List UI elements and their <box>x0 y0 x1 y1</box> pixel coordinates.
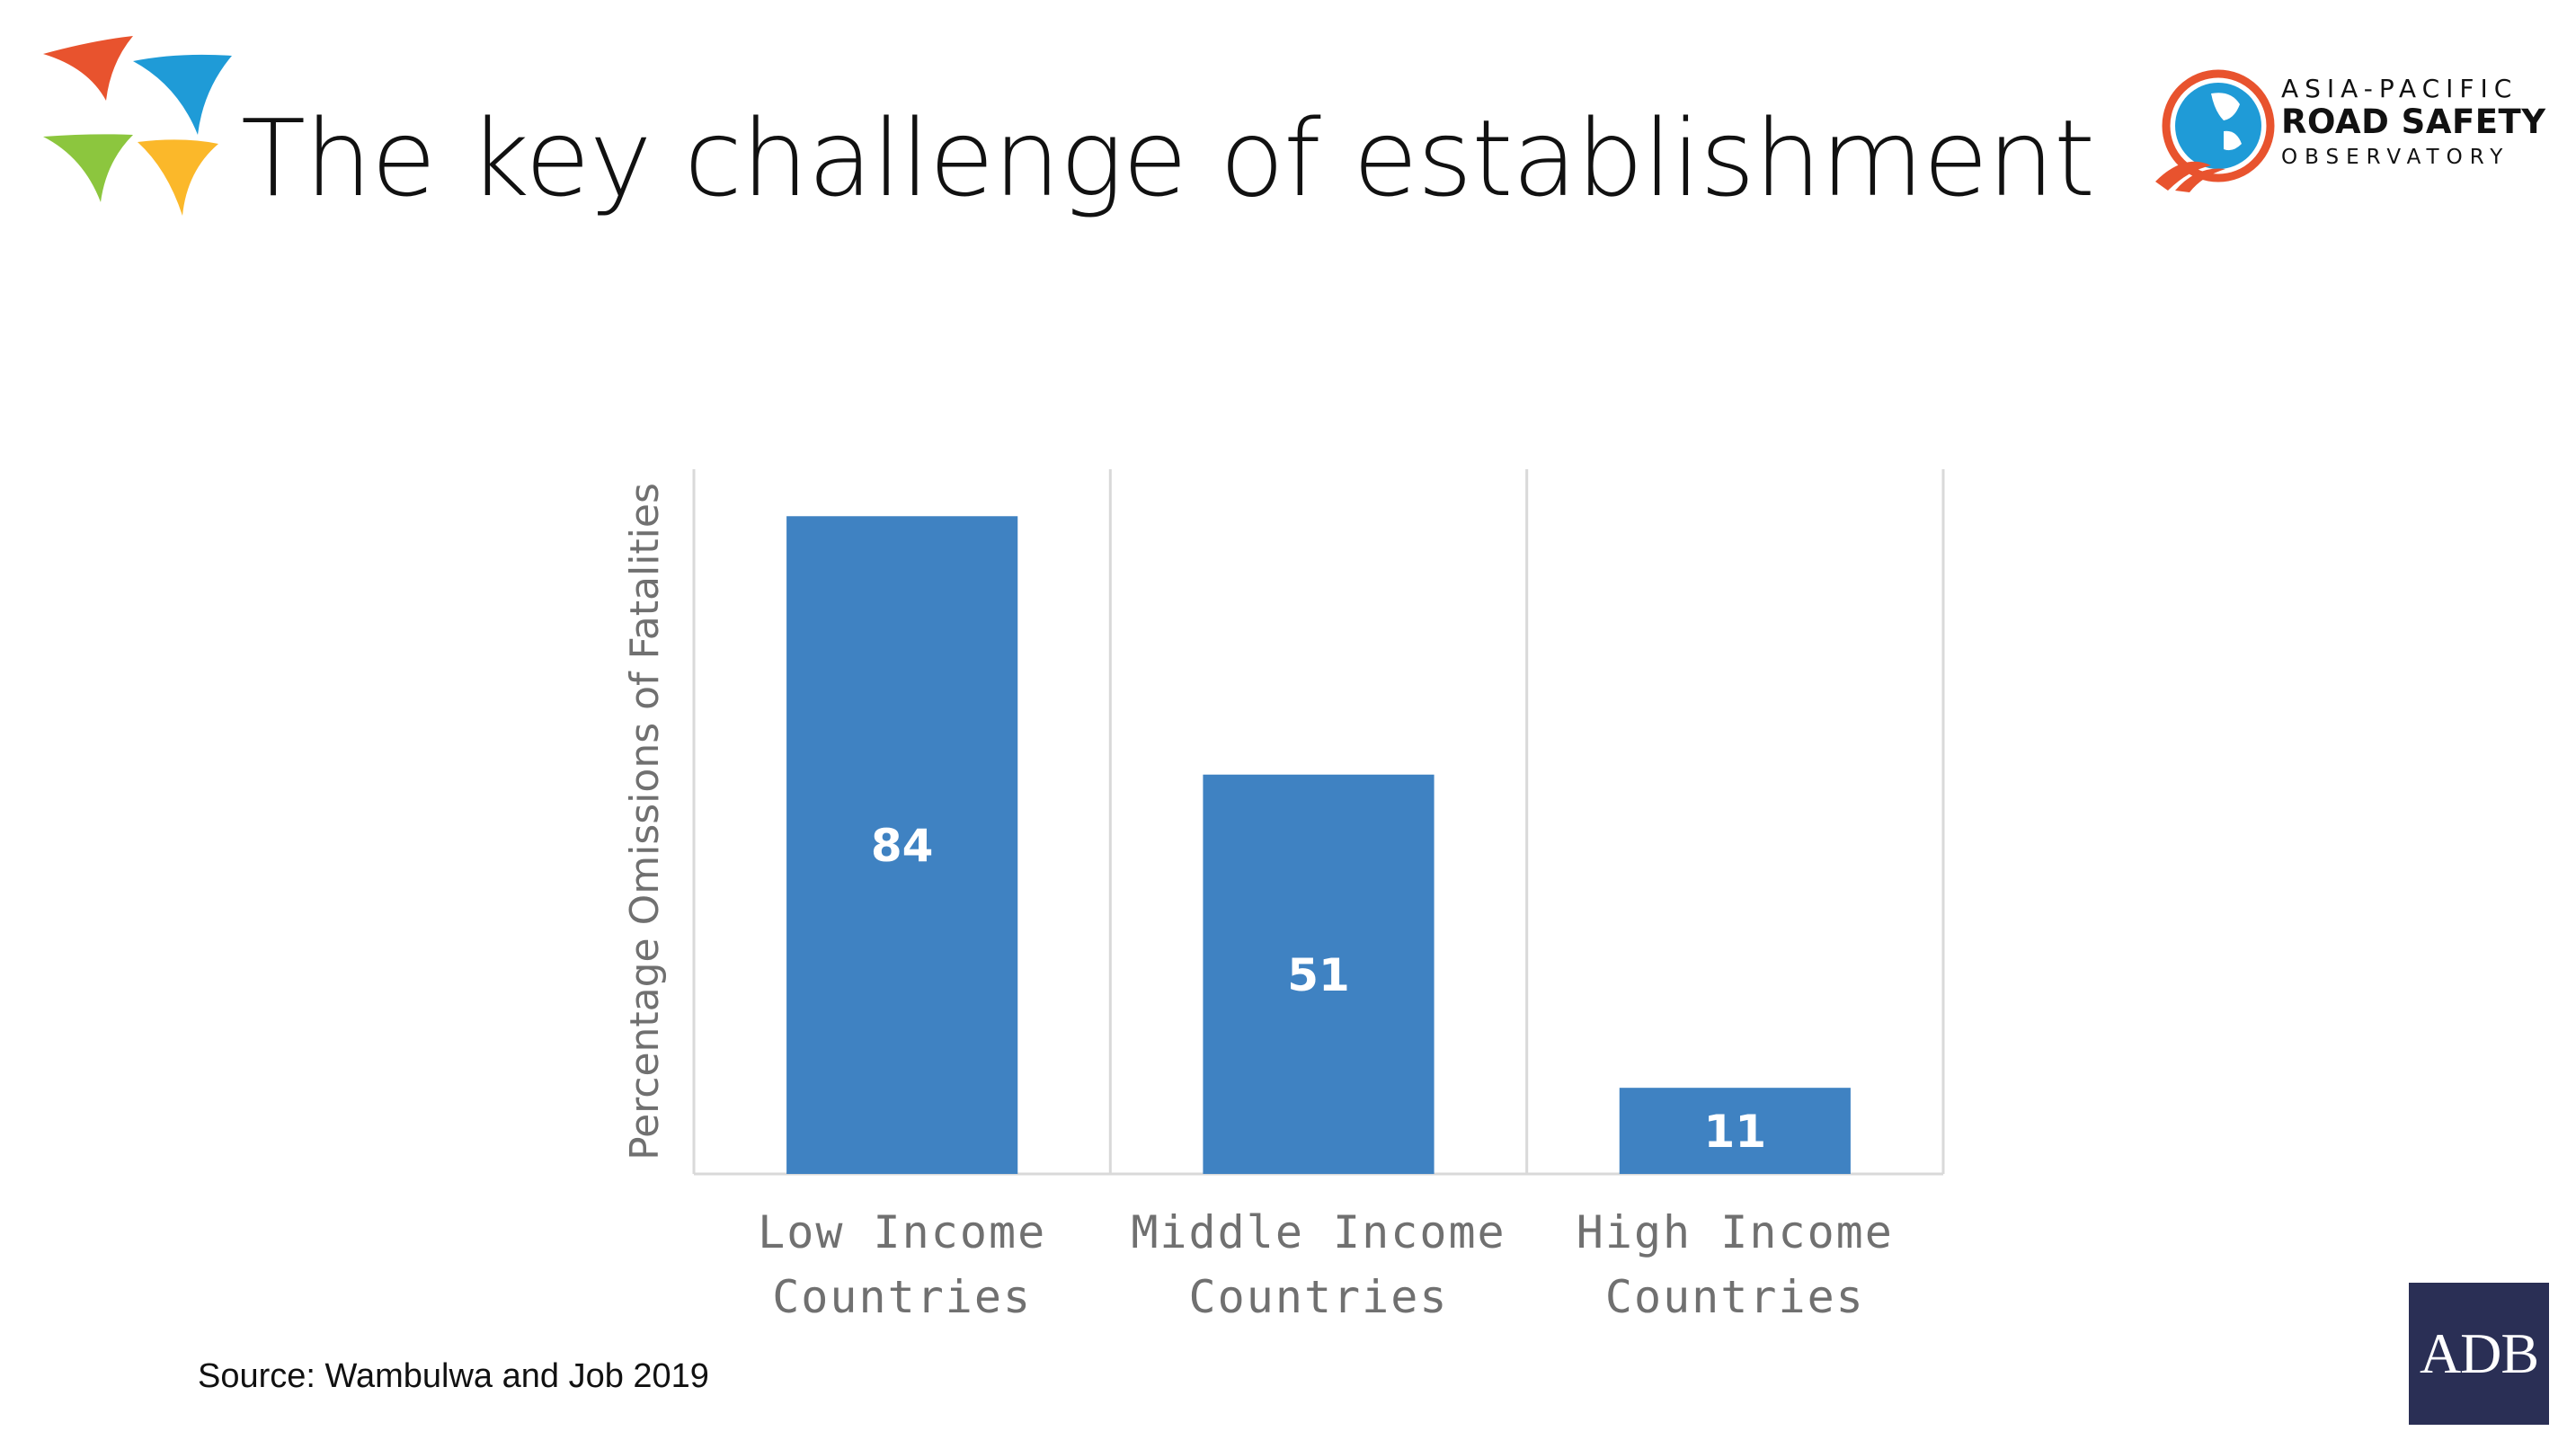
bar-chart-svg: Percentage Omissions of Fatalities 84 Low … <box>622 469 1945 1323</box>
bar-value-label: 51 <box>1287 949 1350 1001</box>
bar <box>1619 1088 1851 1174</box>
org-logo-line-1: ASIA-PACIFIC <box>2281 74 2518 103</box>
x-tick-label: Countries <box>1605 1271 1865 1323</box>
logo-blue-wing <box>133 54 232 135</box>
presentation-logo-icon <box>43 36 232 216</box>
bar <box>786 516 1018 1174</box>
logo-green-wing <box>43 134 133 202</box>
bar-chart: Percentage Omissions of Fatalities 84 Low … <box>611 449 1977 1348</box>
x-tick-label: Countries <box>772 1271 1032 1323</box>
org-logo-line-2: ROAD SAFETY <box>2281 102 2546 141</box>
adb-logo: ADB <box>2409 1283 2549 1425</box>
adb-logo-text: ADB <box>2419 1321 2539 1385</box>
bar-value-label: 11 <box>1704 1106 1767 1158</box>
x-tick-label: Low Income <box>758 1206 1046 1258</box>
source-note: Source: Wambulwa and Job 2019 <box>198 1357 709 1395</box>
x-tick-label: Middle Income <box>1131 1206 1506 1258</box>
slide-title: The key challenge of establishment <box>241 96 2095 220</box>
y-axis-label: Percentage Omissions of Fatalities <box>622 483 668 1160</box>
x-tick-label: Countries <box>1189 1271 1449 1323</box>
road-safety-observatory-logo: ASIA-PACIFIC ROAD SAFETY OBSERVATORY <box>2148 67 2545 192</box>
logo-red-wing <box>43 36 133 101</box>
bar <box>1203 774 1435 1174</box>
x-tick-label: High Income <box>1577 1206 1894 1258</box>
org-logo-line-3: OBSERVATORY <box>2281 146 2510 169</box>
bar-value-label: 84 <box>871 820 934 872</box>
logo-yellow-wing <box>138 139 218 216</box>
globe-road-icon <box>2155 69 2275 192</box>
